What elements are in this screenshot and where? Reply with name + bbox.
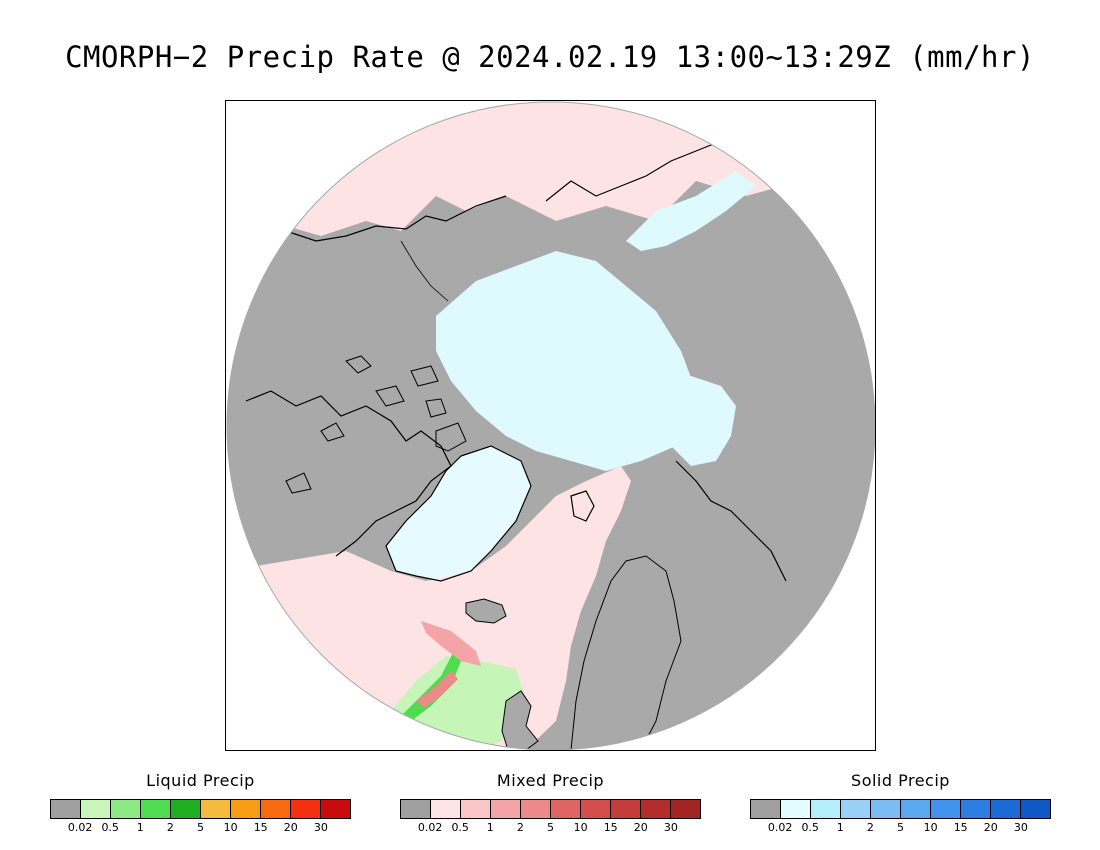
legend-swatch <box>901 800 931 818</box>
siberia-coastline <box>545 140 722 202</box>
legend-swatch <box>171 800 201 818</box>
legend-swatch <box>431 800 461 818</box>
map-panel <box>225 100 876 751</box>
legend-swatch <box>1021 800 1050 818</box>
alaska-coastline <box>285 195 507 242</box>
legend-swatch <box>991 800 1021 818</box>
legend-tick-label: 1 <box>486 821 494 834</box>
legend-tick-label: 5 <box>197 821 204 834</box>
siberia-solid-region <box>626 171 756 251</box>
legend-swatch <box>671 800 700 818</box>
mixed-band-red <box>416 671 458 708</box>
legend-swatch <box>751 800 781 818</box>
legend-tick-label: 15 <box>253 821 268 834</box>
legend-swatch <box>521 800 551 818</box>
legend-swatch <box>871 800 901 818</box>
arctic-islands <box>285 355 467 494</box>
legend-tick-label: 10 <box>923 821 938 834</box>
legend-tick-label: 5 <box>547 821 554 834</box>
legend-tick-label: 10 <box>573 821 588 834</box>
legend-tick-label: 1 <box>836 821 844 834</box>
canada-coastline <box>245 390 452 557</box>
legend-swatch <box>111 800 141 818</box>
iceland-land <box>465 598 507 624</box>
us-canada-border <box>400 240 449 302</box>
legend-tick-label: 5 <box>897 821 904 834</box>
legend-swatch <box>321 800 350 818</box>
legend-swatches <box>750 799 1051 819</box>
legend-swatch <box>581 800 611 818</box>
legend-tick-label: 30 <box>313 821 328 834</box>
legend-swatch <box>841 800 871 818</box>
legend-tick-label: 10 <box>223 821 238 834</box>
greenland-solid-region <box>386 446 531 581</box>
page-title: CMORPH−2 Precip Rate @ 2024.02.19 13:00~… <box>65 40 1035 74</box>
legend-tick-label: 30 <box>663 821 678 834</box>
legend-title: Liquid Precip <box>146 771 255 790</box>
legend-tick-label: 2 <box>166 821 174 834</box>
legend-tick-label: 20 <box>983 821 998 834</box>
legend-tick-label: 0.02 <box>767 821 793 834</box>
legend-tick-label: 20 <box>633 821 648 834</box>
legend-swatch <box>811 800 841 818</box>
legend-swatches <box>400 799 701 819</box>
legend-tick-label: 15 <box>603 821 618 834</box>
legend-swatch <box>141 800 171 818</box>
legend-swatch <box>491 800 521 818</box>
legend-ticks: 0.02 0.5 1 2 5 10 15 20 30 <box>400 821 701 835</box>
legend-swatch <box>401 800 431 818</box>
scandinavia-land <box>570 555 682 750</box>
legend-swatch <box>51 800 81 818</box>
legend-tick-label: 15 <box>953 821 968 834</box>
legend-tick-label: 0.5 <box>801 821 819 834</box>
legend-liquid: Liquid Precip 0.02 0.5 1 2 5 10 15 20 30 <box>50 771 351 835</box>
barents-solid-region <box>656 376 736 466</box>
legend-swatch <box>961 800 991 818</box>
legend-tick-label: 0.02 <box>67 821 93 834</box>
legend-swatch <box>231 800 261 818</box>
legend-swatch <box>81 800 111 818</box>
legend-tick-label: 0.02 <box>417 821 443 834</box>
mixed-band-pink <box>421 621 481 666</box>
legend-tick-label: 2 <box>866 821 874 834</box>
svalbard-coastline <box>570 490 595 522</box>
legend-tick-label: 0.5 <box>451 821 469 834</box>
legend-title: Solid Precip <box>851 771 950 790</box>
legend-swatch <box>201 800 231 818</box>
legend-swatch <box>461 800 491 818</box>
greenland-coastline <box>385 445 532 582</box>
legend-tick-label: 0.5 <box>101 821 119 834</box>
legend-swatch <box>931 800 961 818</box>
legend-ticks: 0.02 0.5 1 2 5 10 15 20 30 <box>750 821 1051 835</box>
legend-solid: Solid Precip 0.02 0.5 1 2 5 10 15 20 30 <box>750 771 1051 835</box>
legend-swatch <box>291 800 321 818</box>
legend-swatch <box>551 800 581 818</box>
legend-swatches <box>50 799 351 819</box>
legend-ticks: 0.02 0.5 1 2 5 10 15 20 30 <box>50 821 351 835</box>
polar-precip-map <box>226 101 875 750</box>
legend-tick-label: 20 <box>283 821 298 834</box>
legend-swatch <box>781 800 811 818</box>
legend-mixed: Mixed Precip 0.02 0.5 1 2 5 10 15 20 30 <box>400 771 701 835</box>
legend-tick-label: 2 <box>516 821 524 834</box>
legend-tick-label: 30 <box>1013 821 1028 834</box>
british-isles-land <box>501 690 539 750</box>
globe-outline <box>226 101 875 750</box>
legend-tick-label: 1 <box>136 821 144 834</box>
legend-swatch <box>261 800 291 818</box>
legend-swatch <box>641 800 671 818</box>
legend-swatch <box>611 800 641 818</box>
arctic-ocean-solid-region <box>436 251 696 471</box>
russia-coastline <box>675 460 787 582</box>
legend-title: Mixed Precip <box>496 771 605 790</box>
rain-band-green <box>401 651 461 721</box>
